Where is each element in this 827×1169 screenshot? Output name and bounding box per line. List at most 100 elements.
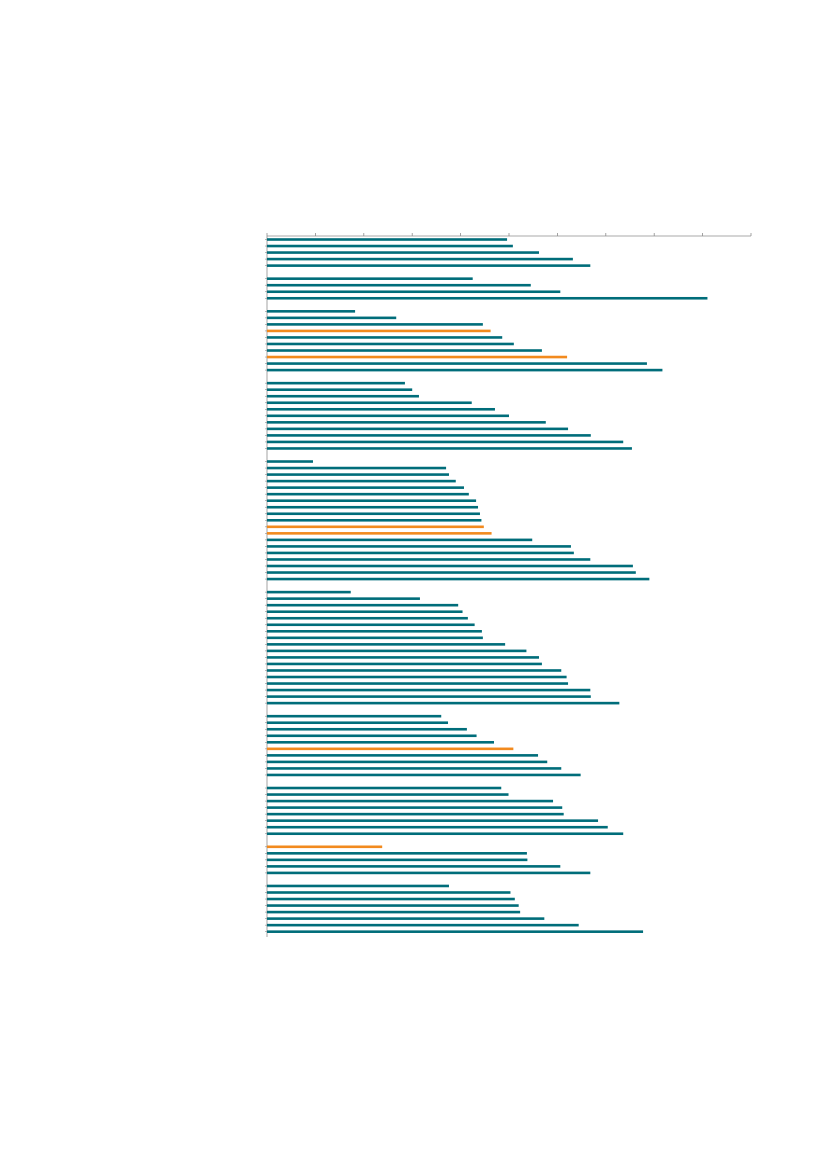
bar [267,381,405,385]
bar [267,904,519,907]
bar [267,558,591,561]
bar [267,499,477,502]
bar [267,316,397,320]
bar [267,630,482,633]
bar [267,616,468,620]
bar [267,852,527,855]
bar [267,505,479,509]
bar [267,688,591,692]
bar [267,786,502,790]
bar [267,571,636,574]
bar [267,388,413,391]
bar [267,336,503,339]
bar [267,577,650,581]
bar [267,440,624,444]
bar [267,368,663,372]
bar [267,793,509,796]
bar [267,897,515,901]
bar [267,238,508,241]
bar [267,414,509,418]
bar [267,656,540,659]
bar [267,858,528,862]
bar [267,538,533,542]
bar [267,865,561,868]
bar [267,512,480,516]
bar [267,806,563,809]
bar [267,643,506,646]
bar [267,296,708,300]
bar [267,669,562,672]
bar [267,871,591,875]
bar [267,754,539,757]
bar-highlighted [267,355,568,359]
bar-highlighted [267,532,492,535]
bar [267,545,571,548]
bar [267,251,540,254]
bar [267,649,527,653]
bar [267,277,473,280]
bar [267,401,472,405]
bar [267,349,542,352]
bar [267,603,459,607]
bar [267,917,545,920]
bar [267,767,562,770]
bar-highlighted [267,329,491,333]
bar [267,283,531,287]
bar [267,590,351,594]
bar [267,427,569,431]
bar [267,636,483,640]
bar [267,701,620,705]
bar [267,447,632,450]
bar [267,721,449,725]
bar [267,597,420,600]
bar [267,394,419,398]
bar [267,460,313,463]
bar [267,362,647,365]
bar [267,695,591,698]
bar [267,773,581,777]
bar [267,466,447,470]
bar [267,930,644,933]
bar [267,727,467,731]
bar [267,492,469,496]
bar-highlighted [267,845,383,849]
bar [267,741,494,744]
bar [267,479,456,483]
bar [267,819,599,822]
bar [267,473,449,476]
bar [267,257,573,261]
bar [267,564,633,568]
bar [267,714,442,718]
bar [267,610,463,614]
bar [267,923,579,927]
bar [267,675,567,679]
bar [267,244,513,248]
bar [267,310,356,313]
bar [267,799,554,803]
bar [267,518,482,522]
bar [267,551,574,555]
bar [267,264,591,267]
bar [267,623,475,627]
bar [267,891,511,894]
bar [267,812,564,816]
bar [267,832,624,836]
bar [267,290,561,294]
bar [267,434,591,437]
bar [267,760,548,764]
bar [267,825,608,829]
bar [267,342,514,346]
bar [267,682,569,685]
bar [267,734,477,738]
bar [267,486,464,489]
bar [267,662,542,666]
bar [267,323,483,326]
bar [267,421,546,424]
bar [267,910,521,914]
bar [267,407,495,411]
bar [267,884,449,888]
bar-highlighted [267,525,484,529]
bar-highlighted [267,747,514,751]
